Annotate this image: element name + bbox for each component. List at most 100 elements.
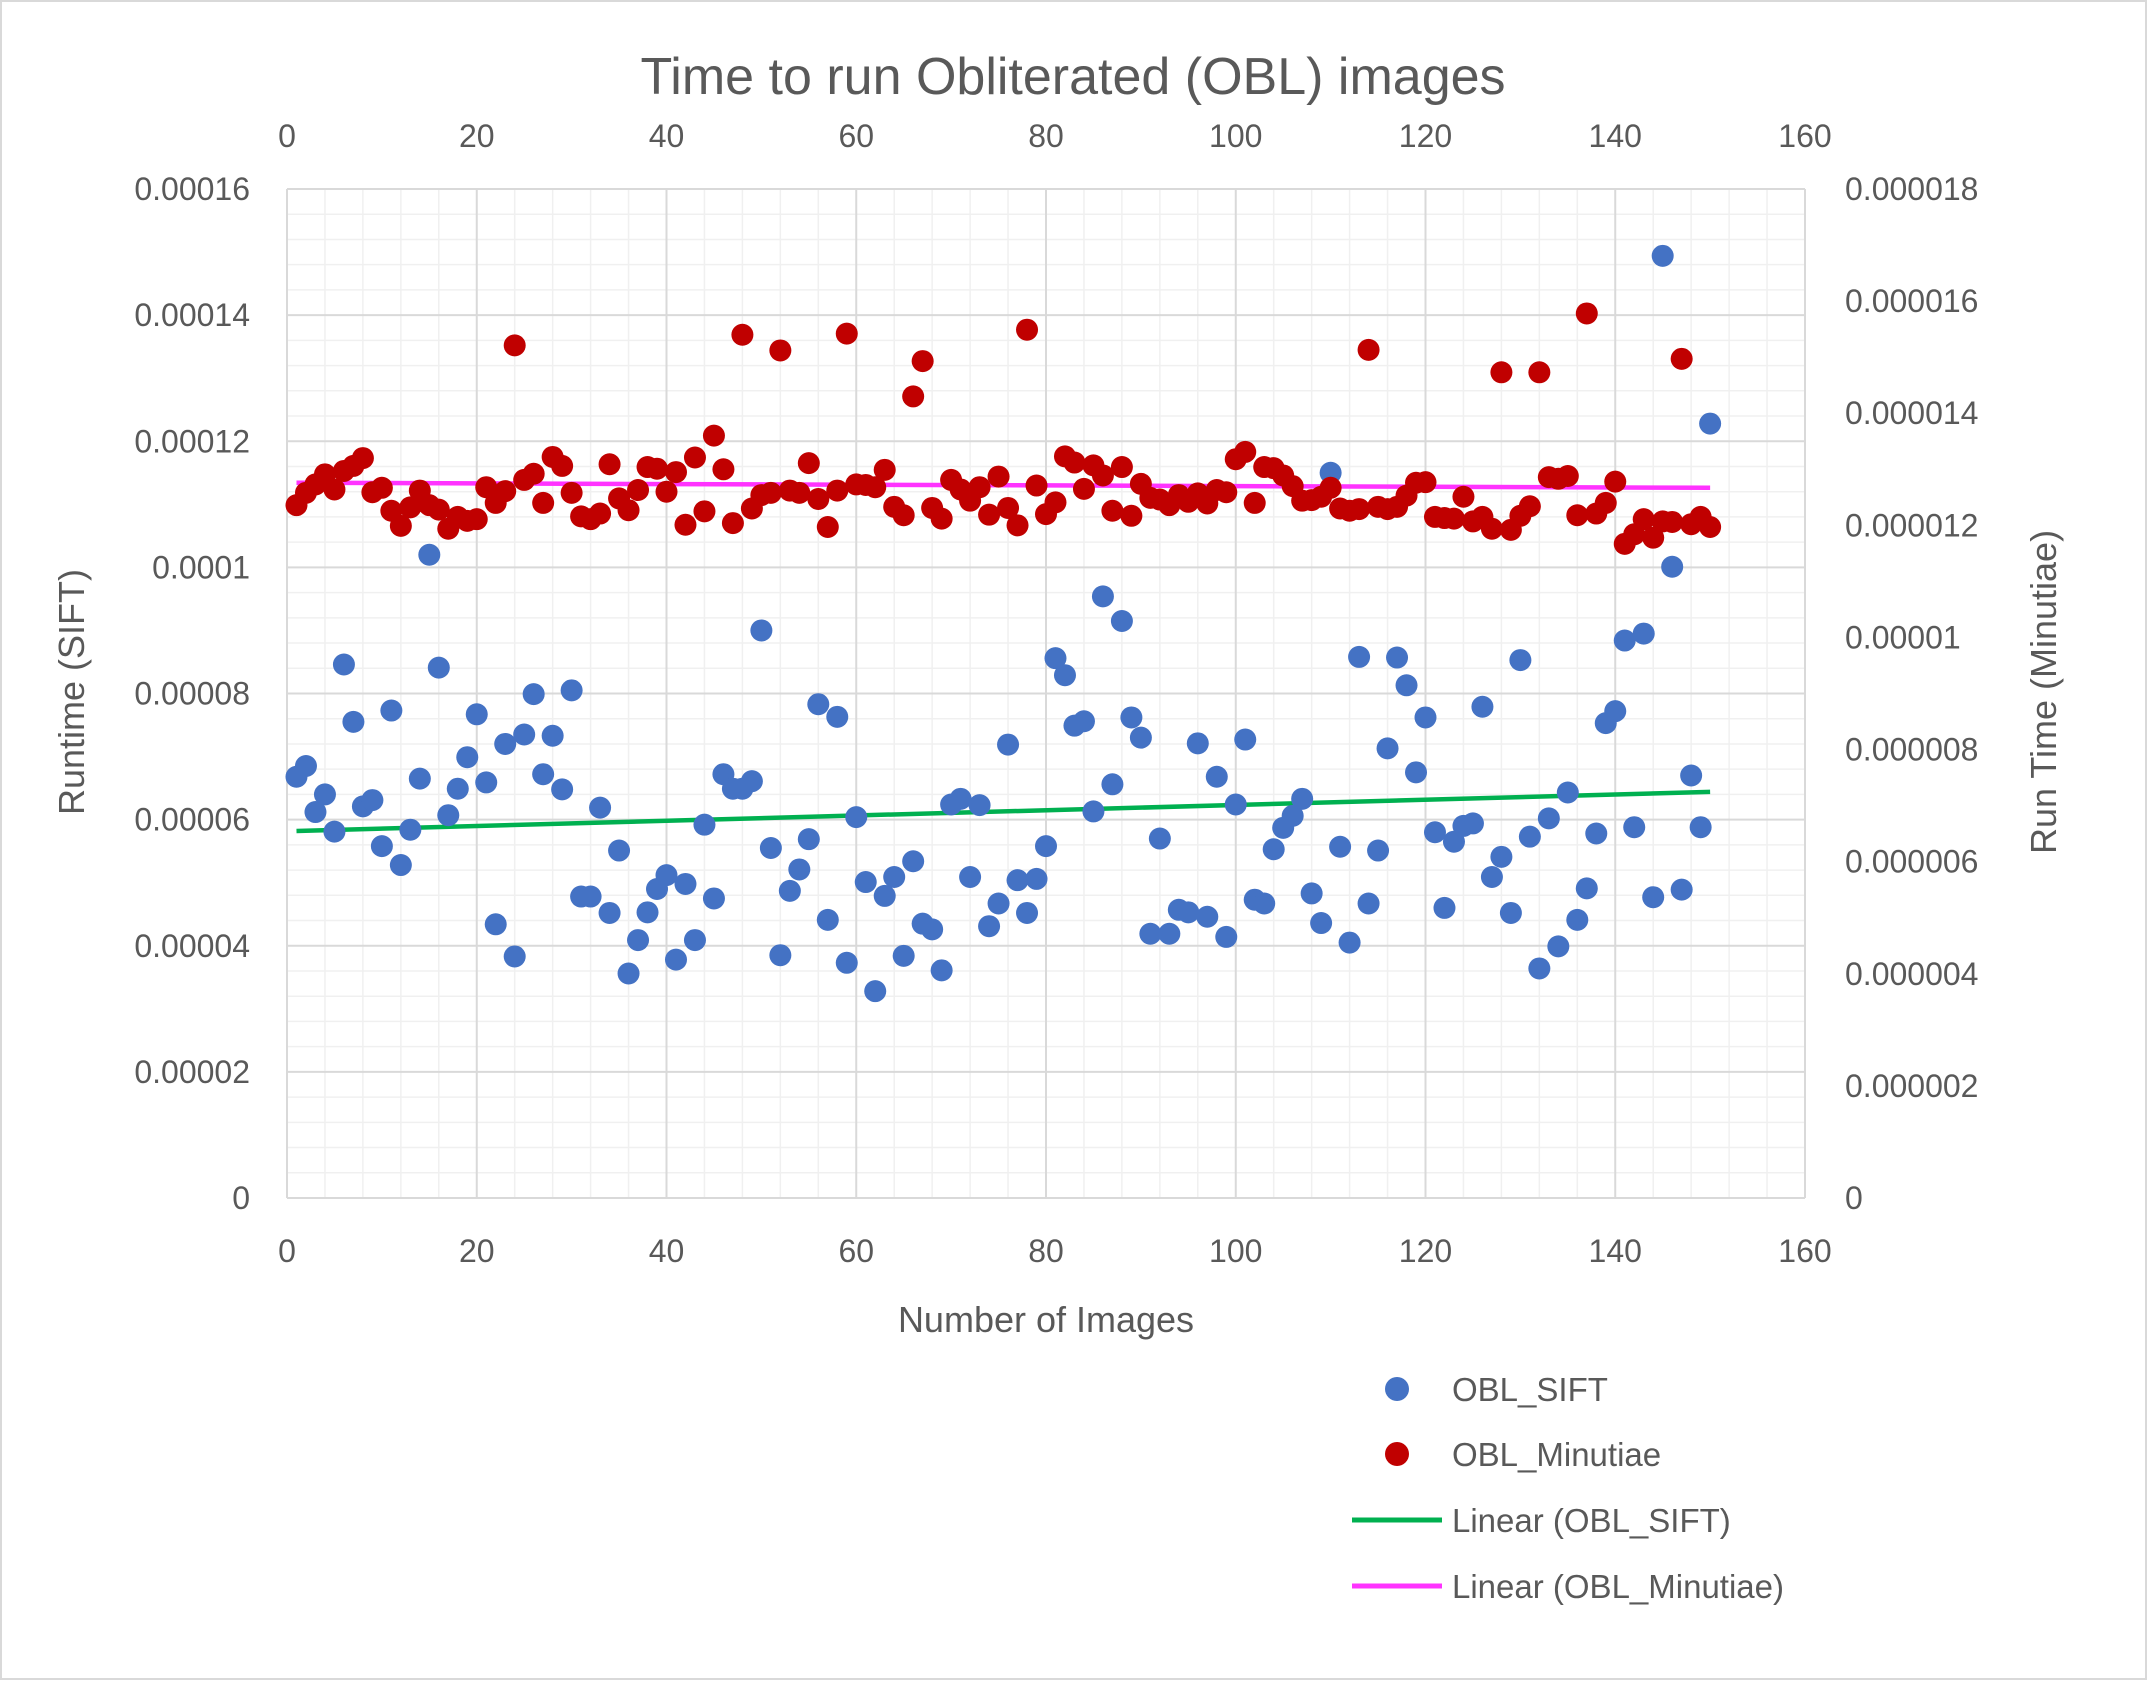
x-tick-label-bottom: 60 [838, 1233, 874, 1269]
sift-point [437, 804, 460, 827]
y-tick-label-left: 0.0001 [152, 549, 250, 585]
minutiae-point [351, 447, 374, 470]
minutiae-point [731, 323, 754, 346]
minutiae-point [902, 385, 925, 408]
sift-point [1053, 664, 1076, 687]
sift-point [427, 656, 450, 679]
sift-point [797, 828, 820, 851]
sift-point [1120, 706, 1143, 729]
sift-point [1016, 901, 1039, 924]
sift-point [1234, 728, 1257, 751]
sift-point [1281, 804, 1304, 827]
minutiae-point [864, 476, 887, 499]
sift-point [987, 892, 1010, 915]
chart-labels: Time to run Obliterated (OBL) images Num… [51, 48, 2064, 1340]
sift-point [494, 732, 517, 755]
axes: 0020204040606080801001001201201401401601… [134, 118, 1978, 1269]
sift-point [522, 683, 545, 706]
sift-point [1072, 710, 1095, 733]
y-tick-label-right: 0.000014 [1845, 395, 1978, 431]
minutiae-point [788, 481, 811, 504]
sift-point [503, 945, 526, 968]
minutiae-point [399, 496, 422, 519]
sift-point [1006, 869, 1029, 892]
minutiae-point [978, 503, 1001, 526]
minutiae-point [551, 454, 574, 477]
minutiae-point [1006, 514, 1029, 537]
legend-marker-minutiae [1385, 1442, 1409, 1466]
sift-point [750, 619, 773, 642]
minutiae-point [911, 350, 934, 373]
minutiae-point [769, 339, 792, 362]
y-tick-label-left: 0.00004 [134, 928, 250, 964]
minutiae-point [693, 500, 716, 523]
sift-point [541, 724, 564, 747]
sift-point [342, 710, 365, 733]
sift-point [693, 813, 716, 836]
sift-point [1300, 882, 1323, 905]
sift-point [332, 653, 355, 676]
sift-point [1556, 781, 1579, 804]
sift-point [854, 871, 877, 894]
sift-point [1499, 901, 1522, 924]
minutiae-point [427, 498, 450, 521]
y-tick-label-right: 0 [1845, 1180, 1863, 1216]
y-axis-label-right: Run Time (Minutiae) [2023, 530, 2064, 854]
legend-label-sift-trend: Linear (OBL_SIFT) [1452, 1502, 1731, 1539]
minutiae-point [721, 512, 744, 535]
minutiae-point [1632, 508, 1655, 531]
sift-point [1044, 647, 1067, 670]
sift-point [1148, 827, 1171, 850]
minutiae-point [1594, 491, 1617, 514]
x-tick-label-bottom: 100 [1209, 1233, 1262, 1269]
sift-point [1632, 622, 1655, 645]
sift-point [788, 858, 811, 881]
sift-point [1689, 816, 1712, 839]
minutiae-point [674, 513, 697, 536]
minutiae-point [826, 479, 849, 502]
minutiae-point [968, 476, 991, 499]
sift-point [997, 733, 1020, 756]
sift-point [304, 801, 327, 824]
minutiae-point [1357, 338, 1380, 361]
sift-point [902, 850, 925, 873]
sift-point [1547, 935, 1570, 958]
sift-point [1091, 585, 1114, 608]
minutiae-point [1016, 318, 1039, 341]
sift-point [1680, 764, 1703, 787]
sift-point [1405, 761, 1428, 784]
sift-point [1461, 812, 1484, 835]
sift-point [674, 872, 697, 895]
sift-point [380, 699, 403, 722]
legend: OBL_SIFT OBL_Minutiae Linear (OBL_SIFT) … [1352, 1371, 1784, 1605]
sift-point [1310, 912, 1333, 935]
x-tick-label-top: 100 [1209, 118, 1262, 154]
legend-label-minutiae: OBL_Minutiae [1452, 1436, 1661, 1473]
minutiae-point [1452, 485, 1475, 508]
minutiae-point [1348, 498, 1371, 521]
sift-point [513, 723, 536, 746]
minutiae-point [892, 504, 915, 527]
sift-point [313, 783, 336, 806]
sift-point [579, 885, 602, 908]
y-tick-label-right: 0.000006 [1845, 844, 1978, 880]
sift-point [484, 913, 507, 936]
minutiae-point [1518, 495, 1541, 518]
sift-point [1376, 737, 1399, 760]
minutiae-point [465, 508, 488, 531]
minutiae-point [712, 458, 735, 481]
minutiae-point [1699, 516, 1722, 539]
minutiae-point [522, 462, 545, 485]
minutiae-point [532, 491, 555, 514]
minutiae-point [702, 424, 725, 447]
minutiae-point [997, 496, 1020, 519]
sift-point [968, 794, 991, 817]
sift-point [978, 915, 1001, 938]
sift-point [778, 879, 801, 902]
sift-point [826, 705, 849, 728]
minutiae-point [1414, 471, 1437, 494]
sift-point [1357, 892, 1380, 915]
sift-point [560, 679, 583, 702]
minutiae-point [1072, 477, 1095, 500]
